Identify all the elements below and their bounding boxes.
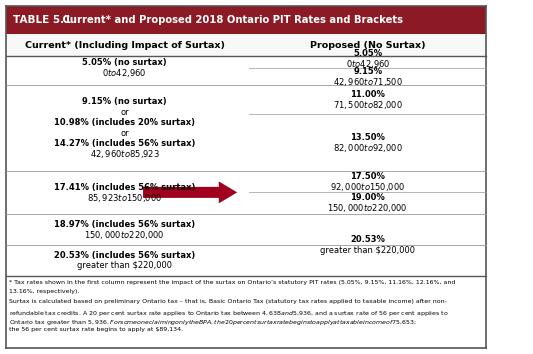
Text: 10.98% (includes 20% surtax): 10.98% (includes 20% surtax) [54,118,195,127]
Text: 17.50%: 17.50% [350,172,385,181]
Text: 18.97% (includes 56% surtax): 18.97% (includes 56% surtax) [54,219,195,229]
Text: the 56 per cent surtax rate begins to apply at $89,134.: the 56 per cent surtax rate begins to ap… [9,327,183,332]
Text: $0 to $42,960: $0 to $42,960 [102,67,147,79]
FancyArrow shape [143,181,237,204]
Text: 14.27% (includes 56% surtax): 14.27% (includes 56% surtax) [54,139,195,148]
Text: 11.00%: 11.00% [350,90,385,99]
Text: $150,000 to $220,000: $150,000 to $220,000 [84,229,165,241]
Text: TABLE 5.1: TABLE 5.1 [13,15,71,25]
Text: 13.50%: 13.50% [350,132,385,142]
Text: $42,960 to $85,923: $42,960 to $85,923 [90,148,159,160]
Text: 9.15%: 9.15% [353,67,382,75]
Text: $82,000 to $92,000: $82,000 to $92,000 [333,142,403,154]
Text: greater than $220,000: greater than $220,000 [77,261,172,270]
Text: greater than $220,000: greater than $220,000 [320,246,415,255]
Text: $92,000 to $150,000: $92,000 to $150,000 [330,181,406,193]
Text: $85,923 to $150,000: $85,923 to $150,000 [87,192,162,204]
Text: 20.53% (includes 56% surtax): 20.53% (includes 56% surtax) [54,251,195,259]
Text: Proposed (No Surtax): Proposed (No Surtax) [310,40,426,50]
Text: * Tax rates shown in the first column represent the impact of the surtax on Onta: * Tax rates shown in the first column re… [9,280,456,285]
Text: 19.00%: 19.00% [350,193,385,202]
Text: $0 to $42,960: $0 to $42,960 [345,58,390,70]
Bar [5,6,487,34]
Text: 5.05% (no surtax): 5.05% (no surtax) [82,58,167,67]
Text: Current* (Including Impact of Surtax): Current* (Including Impact of Surtax) [25,40,224,50]
Text: or: or [120,108,129,117]
Bar [5,34,487,56]
Text: $150,000 to $220,000: $150,000 to $220,000 [327,202,408,215]
Text: or: or [120,129,129,138]
Text: 20.53%: 20.53% [350,235,385,244]
Text: 13.16%, respectively).: 13.16%, respectively). [9,290,79,295]
Text: 9.15% (no surtax): 9.15% (no surtax) [82,97,167,106]
Text: refundable tax credits. A 20 per cent surtax rate applies to Ontario tax between: refundable tax credits. A 20 per cent su… [9,308,449,318]
Text: $42,960 to $71,500: $42,960 to $71,500 [333,75,403,87]
Text: Ontario tax greater than $5,936. For someone claiming only the BPA, the 20 per c: Ontario tax greater than $5,936. For som… [9,318,417,327]
Text: $71,500 to $82,000: $71,500 to $82,000 [333,99,403,110]
Text: Surtax is calculated based on preliminary Ontario tax – that is, Basic Ontario T: Surtax is calculated based on preliminar… [9,299,447,304]
Text: 17.41% (includes 56% surtax): 17.41% (includes 56% surtax) [54,183,195,192]
Text: Current* and Proposed 2018 Ontario PIT Rates and Brackets: Current* and Proposed 2018 Ontario PIT R… [52,15,403,25]
Text: 5.05%: 5.05% [353,49,382,58]
